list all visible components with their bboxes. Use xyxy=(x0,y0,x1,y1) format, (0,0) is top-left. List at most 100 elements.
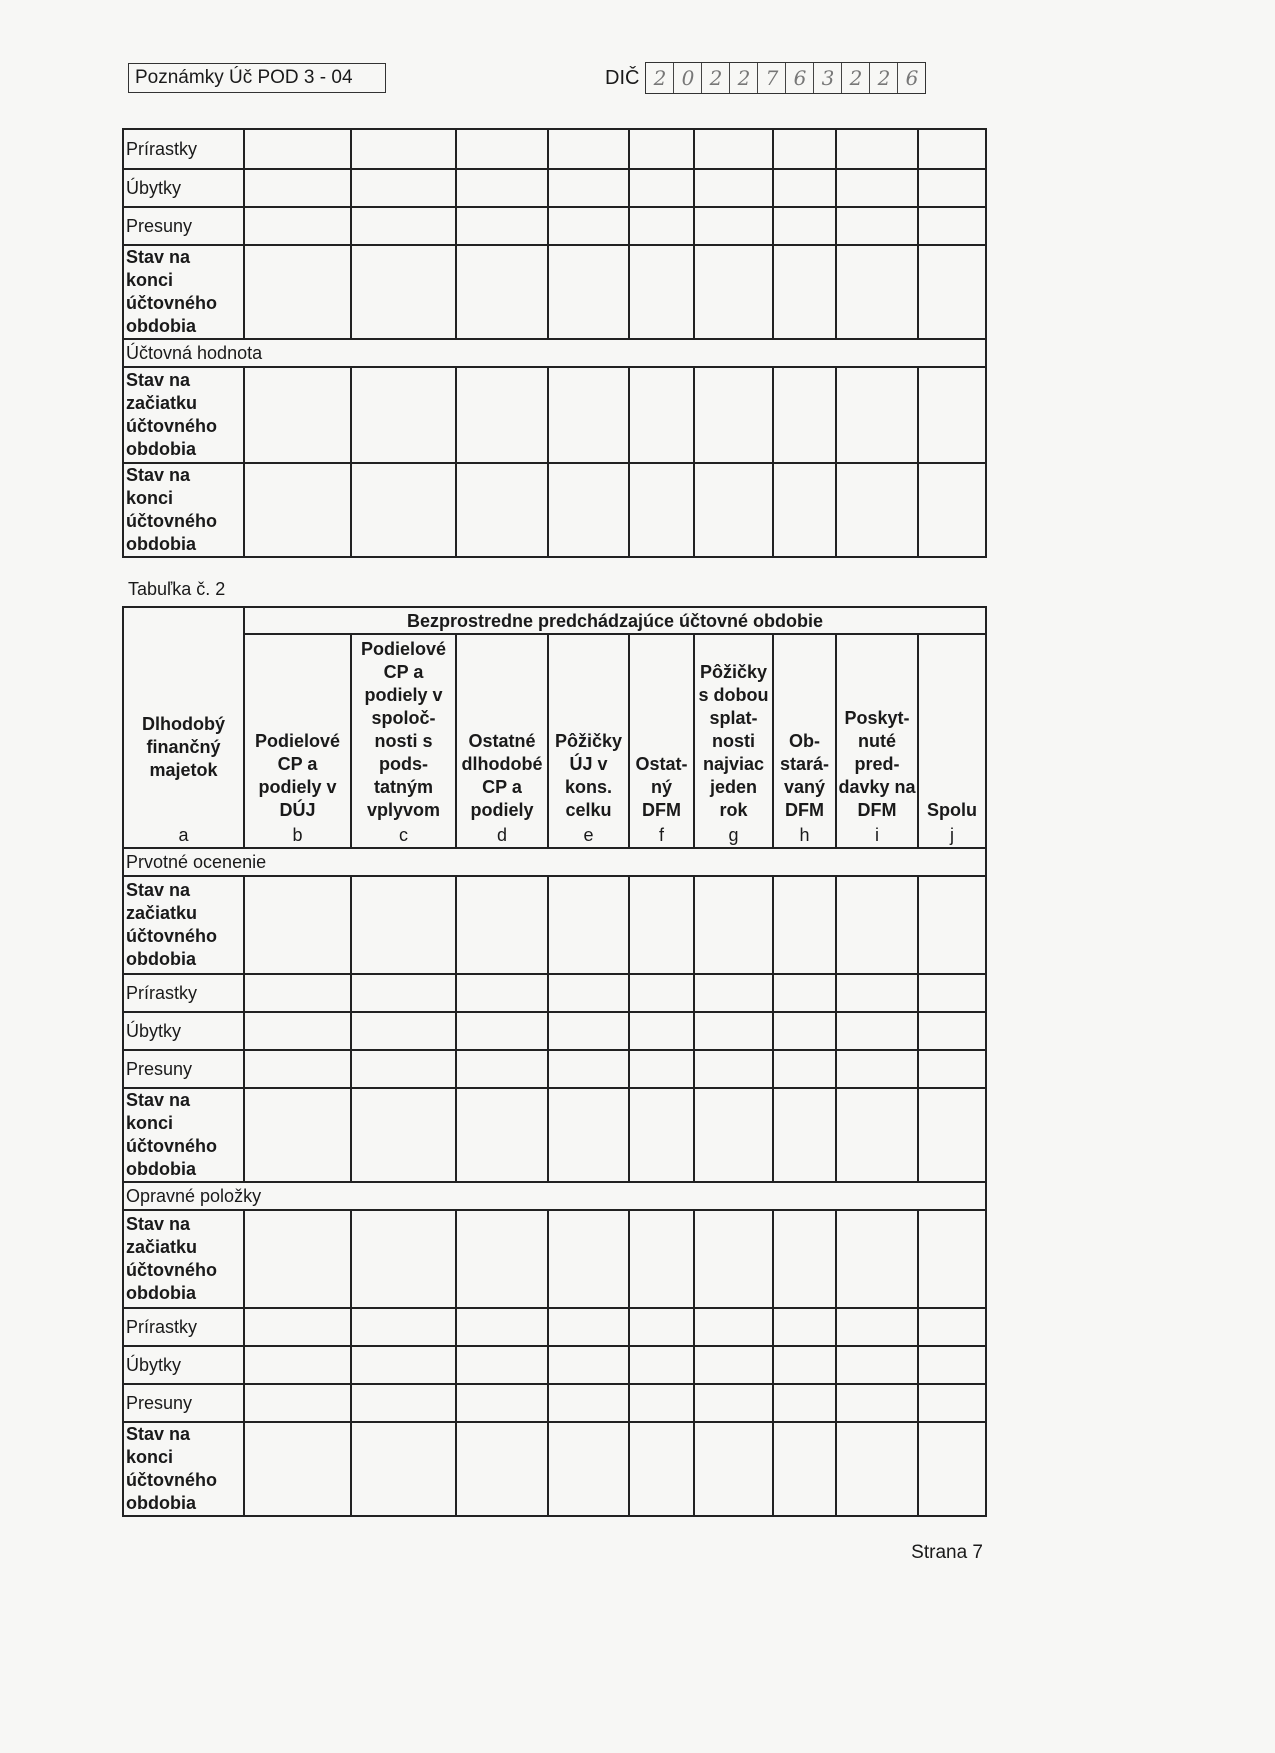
value-cell[interactable] xyxy=(772,462,837,558)
value-cell[interactable] xyxy=(835,206,919,246)
dic-digit[interactable]: 2 xyxy=(870,63,899,93)
value-cell[interactable] xyxy=(916,973,988,1013)
value-cell[interactable] xyxy=(350,1087,457,1183)
value-cell[interactable] xyxy=(243,1049,352,1089)
value-cell[interactable] xyxy=(547,1383,630,1423)
value-cell[interactable] xyxy=(455,1421,549,1517)
value-cell[interactable] xyxy=(916,1049,988,1089)
value-cell[interactable] xyxy=(350,168,457,208)
value-cell[interactable] xyxy=(455,1049,549,1089)
value-cell[interactable] xyxy=(835,1209,919,1309)
value-cell[interactable] xyxy=(916,1087,988,1183)
value-cell[interactable] xyxy=(547,168,630,208)
value-cell[interactable] xyxy=(350,1421,457,1517)
value-cell[interactable] xyxy=(628,973,695,1013)
value-cell[interactable] xyxy=(835,875,919,975)
value-cell[interactable] xyxy=(917,128,987,170)
value-cell[interactable] xyxy=(693,244,774,340)
value-cell[interactable] xyxy=(835,366,919,464)
value-cell[interactable] xyxy=(693,366,774,464)
value-cell[interactable] xyxy=(628,244,695,340)
value-cell[interactable] xyxy=(455,366,549,464)
value-cell[interactable] xyxy=(693,1087,774,1183)
value-cell[interactable] xyxy=(350,1307,457,1347)
value-cell[interactable] xyxy=(350,1011,457,1051)
dic-digit[interactable]: 7 xyxy=(758,63,787,93)
value-cell[interactable] xyxy=(628,1049,695,1089)
value-cell[interactable] xyxy=(455,1087,549,1183)
value-cell[interactable] xyxy=(547,1307,630,1347)
value-cell[interactable] xyxy=(772,244,837,340)
value-cell[interactable] xyxy=(547,366,630,464)
value-cell[interactable] xyxy=(772,973,837,1013)
value-cell[interactable] xyxy=(917,462,987,558)
value-cell[interactable] xyxy=(350,206,457,246)
value-cell[interactable] xyxy=(835,1421,919,1517)
value-cell[interactable] xyxy=(772,1049,837,1089)
value-cell[interactable] xyxy=(628,1345,695,1385)
value-cell[interactable] xyxy=(772,206,837,246)
value-cell[interactable] xyxy=(243,1383,352,1423)
value-cell[interactable] xyxy=(916,1209,988,1309)
value-cell[interactable] xyxy=(772,875,837,975)
value-cell[interactable] xyxy=(772,168,837,208)
value-cell[interactable] xyxy=(455,973,549,1013)
value-cell[interactable] xyxy=(628,1209,695,1309)
value-cell[interactable] xyxy=(835,462,919,558)
value-cell[interactable] xyxy=(243,168,352,208)
dic-digit[interactable]: 3 xyxy=(814,63,843,93)
value-cell[interactable] xyxy=(350,462,457,558)
dic-digit[interactable]: 2 xyxy=(646,63,675,93)
value-cell[interactable] xyxy=(455,168,549,208)
value-cell[interactable] xyxy=(772,366,837,464)
value-cell[interactable] xyxy=(243,973,352,1013)
value-cell[interactable] xyxy=(693,128,774,170)
value-cell[interactable] xyxy=(835,1049,919,1089)
value-cell[interactable] xyxy=(772,1383,837,1423)
value-cell[interactable] xyxy=(917,244,987,340)
value-cell[interactable] xyxy=(547,1049,630,1089)
value-cell[interactable] xyxy=(628,1383,695,1423)
value-cell[interactable] xyxy=(350,128,457,170)
value-cell[interactable] xyxy=(350,1209,457,1309)
value-cell[interactable] xyxy=(693,1383,774,1423)
value-cell[interactable] xyxy=(628,1011,695,1051)
value-cell[interactable] xyxy=(835,1087,919,1183)
value-cell[interactable] xyxy=(455,1345,549,1385)
value-cell[interactable] xyxy=(350,244,457,340)
value-cell[interactable] xyxy=(693,1421,774,1517)
value-cell[interactable] xyxy=(243,1421,352,1517)
value-cell[interactable] xyxy=(455,206,549,246)
dic-digit[interactable]: 2 xyxy=(730,63,759,93)
value-cell[interactable] xyxy=(835,128,919,170)
value-cell[interactable] xyxy=(243,875,352,975)
value-cell[interactable] xyxy=(455,244,549,340)
value-cell[interactable] xyxy=(547,1087,630,1183)
value-cell[interactable] xyxy=(455,875,549,975)
value-cell[interactable] xyxy=(455,1307,549,1347)
dic-digit[interactable]: 6 xyxy=(786,63,815,93)
value-cell[interactable] xyxy=(693,1209,774,1309)
value-cell[interactable] xyxy=(350,366,457,464)
value-cell[interactable] xyxy=(243,1011,352,1051)
value-cell[interactable] xyxy=(547,244,630,340)
value-cell[interactable] xyxy=(455,1011,549,1051)
value-cell[interactable] xyxy=(693,168,774,208)
dic-digit[interactable]: 2 xyxy=(702,63,731,93)
value-cell[interactable] xyxy=(243,1345,352,1385)
value-cell[interactable] xyxy=(835,1383,919,1423)
value-cell[interactable] xyxy=(547,1421,630,1517)
value-cell[interactable] xyxy=(547,1345,630,1385)
value-cell[interactable] xyxy=(917,168,987,208)
value-cell[interactable] xyxy=(243,206,352,246)
dic-digit[interactable]: 2 xyxy=(842,63,871,93)
value-cell[interactable] xyxy=(916,1307,988,1347)
value-cell[interactable] xyxy=(835,1345,919,1385)
value-cell[interactable] xyxy=(916,1011,988,1051)
value-cell[interactable] xyxy=(243,244,352,340)
value-cell[interactable] xyxy=(772,1421,837,1517)
value-cell[interactable] xyxy=(628,206,695,246)
value-cell[interactable] xyxy=(693,1307,774,1347)
value-cell[interactable] xyxy=(350,1383,457,1423)
value-cell[interactable] xyxy=(243,1087,352,1183)
